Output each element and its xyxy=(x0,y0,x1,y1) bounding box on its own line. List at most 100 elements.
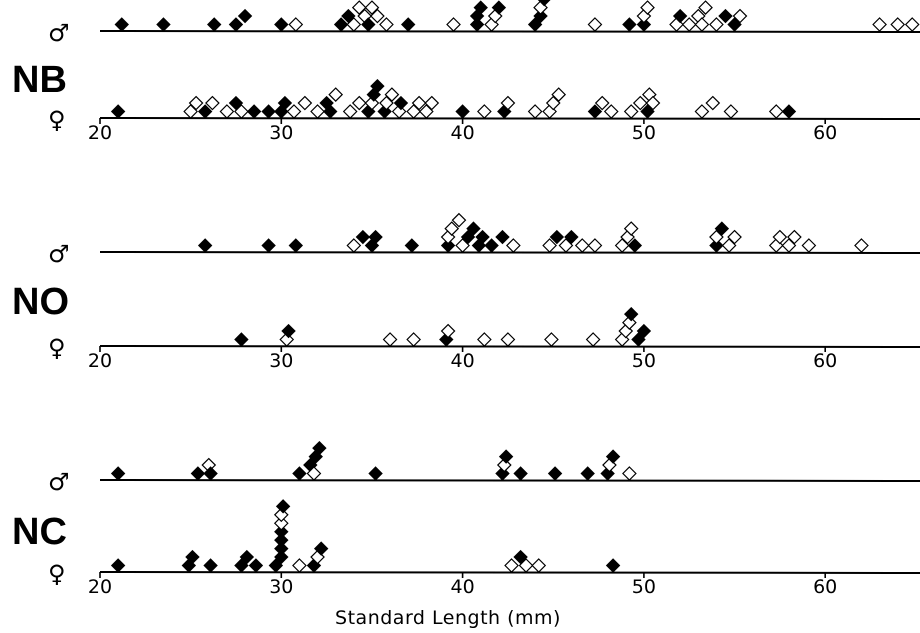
data-point-open xyxy=(787,229,802,245)
data-point-filled xyxy=(549,229,565,245)
data-point-open xyxy=(558,238,574,253)
data-point-filled xyxy=(727,17,742,32)
group-label: NO xyxy=(12,281,69,323)
data-point-open xyxy=(632,95,648,111)
data-point-open xyxy=(772,229,788,245)
data-point-open xyxy=(542,238,557,253)
data-point-filled xyxy=(228,95,244,111)
data-point-open xyxy=(451,212,467,228)
data-point-filled xyxy=(636,323,652,339)
data-point-open xyxy=(379,17,394,32)
data-point-filled xyxy=(527,17,543,32)
data-point-filled xyxy=(274,17,289,32)
data-point-open xyxy=(694,17,710,32)
data-point-open xyxy=(477,104,492,119)
data-point-open xyxy=(351,95,367,111)
data-point-filled xyxy=(274,549,289,565)
data-point-open xyxy=(455,238,470,253)
baseline xyxy=(99,479,920,482)
data-point-filled xyxy=(333,17,349,32)
group-label: NC xyxy=(12,511,67,553)
data-point-filled xyxy=(484,238,499,253)
data-point-open xyxy=(351,0,367,15)
data-point-filled xyxy=(547,466,563,481)
data-point-open xyxy=(518,558,534,573)
data-point-filled xyxy=(228,17,244,32)
data-point-filled xyxy=(714,221,730,236)
panel-no: NO ♂ ♀ 20 30 40 50 60 xyxy=(12,212,920,372)
data-point-open xyxy=(183,104,198,119)
data-point-open xyxy=(890,17,906,32)
data-point-filled xyxy=(533,8,548,24)
data-point-open xyxy=(551,87,567,102)
data-point-filled xyxy=(274,524,289,539)
data-point-open xyxy=(698,0,713,15)
data-point-open xyxy=(234,104,249,119)
data-point-filled xyxy=(631,332,646,347)
x-tick-label: 60 xyxy=(813,122,837,144)
data-point-open xyxy=(623,221,639,236)
data-point-open xyxy=(444,221,460,236)
data-point-filled xyxy=(281,323,296,339)
data-point-filled xyxy=(190,466,206,481)
male-symbol: ♂ xyxy=(48,240,70,268)
data-point-open xyxy=(623,104,639,119)
data-point-filled xyxy=(312,440,327,456)
data-point-filled xyxy=(393,95,409,111)
data-point-filled xyxy=(207,17,222,32)
data-point-open xyxy=(500,332,516,347)
data-point-filled xyxy=(709,238,724,253)
data-point-filled xyxy=(237,8,253,24)
data-point-filled xyxy=(355,229,371,245)
data-point-open xyxy=(645,95,661,111)
x-tick-label: 20 xyxy=(88,350,112,372)
data-point-filled xyxy=(275,499,291,514)
data-point-open xyxy=(732,8,748,24)
data-point-open xyxy=(594,95,610,111)
data-point-open xyxy=(585,332,601,347)
data-point-open xyxy=(500,95,516,111)
data-point-filled xyxy=(268,558,284,573)
data-point-filled xyxy=(513,549,528,565)
data-point-open xyxy=(727,229,742,245)
data-point-open xyxy=(406,332,421,347)
data-point-filled xyxy=(537,0,551,7)
baseline xyxy=(99,30,920,33)
data-point-filled xyxy=(234,332,249,347)
data-point-open xyxy=(188,95,204,111)
data-point-filled xyxy=(440,238,456,253)
data-point-filled xyxy=(622,17,637,32)
data-point-open xyxy=(205,95,220,111)
data-point-open xyxy=(694,104,710,119)
data-point-open xyxy=(587,238,603,253)
data-point-filled xyxy=(203,558,218,573)
data-point-open xyxy=(587,17,603,32)
x-tick-label: 60 xyxy=(813,576,837,598)
data-point-filled xyxy=(401,17,416,32)
data-point-open xyxy=(310,104,325,119)
data-point-open xyxy=(781,238,797,253)
data-point-filled xyxy=(313,541,329,556)
female-symbol: ♀ xyxy=(48,334,66,362)
data-point-filled xyxy=(292,466,307,481)
panel-nb: NB ♂ ♀ 20 30 40 50 60 xyxy=(12,0,920,144)
data-point-open xyxy=(768,104,784,119)
data-point-filled xyxy=(288,238,304,253)
data-point-open xyxy=(346,238,362,253)
data-point-open xyxy=(504,558,519,573)
x-tick-label: 40 xyxy=(451,576,475,598)
data-point-open xyxy=(603,104,619,119)
data-point-filled xyxy=(491,0,507,15)
data-point-filled xyxy=(718,8,733,24)
data-point-open xyxy=(440,323,456,339)
data-point-open xyxy=(721,238,737,253)
data-point-filled xyxy=(460,229,476,245)
data-point-open xyxy=(364,0,380,15)
data-point-open xyxy=(545,95,561,111)
data-point-filled xyxy=(239,549,255,565)
data-point-filled xyxy=(640,104,655,119)
data-point-open xyxy=(288,17,304,32)
data-point-open xyxy=(446,17,461,32)
x-tick-label: 20 xyxy=(88,122,112,144)
data-point-filled xyxy=(368,229,383,245)
